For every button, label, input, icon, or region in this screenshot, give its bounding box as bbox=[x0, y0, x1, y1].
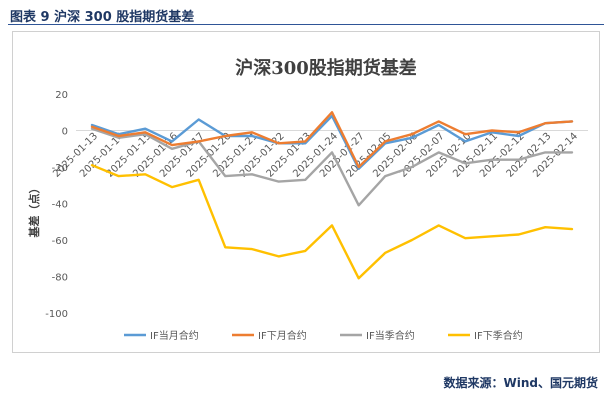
series-lines bbox=[90, 111, 574, 280]
series-line-3 bbox=[90, 163, 574, 280]
y-tick-label: 20 bbox=[55, 90, 68, 101]
caption-rule bbox=[8, 24, 604, 25]
y-axis-ticks: 20 0 -20 -40 -60 -80 -100 bbox=[45, 90, 588, 320]
series-line-0 bbox=[90, 114, 574, 171]
chart-frame bbox=[12, 31, 600, 353]
chart-title: 沪深300股指期货基差 bbox=[235, 57, 417, 79]
series-line-1 bbox=[90, 111, 574, 169]
source-note: 数据来源：Wind、国元期货 bbox=[443, 376, 598, 390]
y-tick-label: -20 bbox=[52, 163, 68, 174]
legend: IF当月合约 IF下月合约 IF当季合约 IF下季合约 bbox=[124, 329, 523, 342]
legend-label-2: IF当季合约 bbox=[366, 329, 415, 342]
legend-label-1: IF下月合约 bbox=[258, 329, 307, 342]
legend-label-0: IF当月合约 bbox=[150, 329, 199, 342]
y-tick-label: 0 bbox=[62, 127, 68, 138]
legend-label-3: IF下季合约 bbox=[474, 329, 523, 342]
y-tick-label: -60 bbox=[52, 236, 68, 247]
y-tick-label: -80 bbox=[52, 273, 68, 284]
y-axis-label: 基差（点） bbox=[27, 183, 41, 239]
figure-caption: 图表 9 沪深 300 股指期货基差 bbox=[10, 10, 195, 25]
y-tick-label: -40 bbox=[52, 200, 68, 211]
series-line-2 bbox=[90, 127, 574, 207]
y-tick-label: -100 bbox=[45, 309, 68, 320]
x-axis-ticks: 2025-01-132025-01-142025-01-152025-01-16… bbox=[51, 131, 580, 180]
